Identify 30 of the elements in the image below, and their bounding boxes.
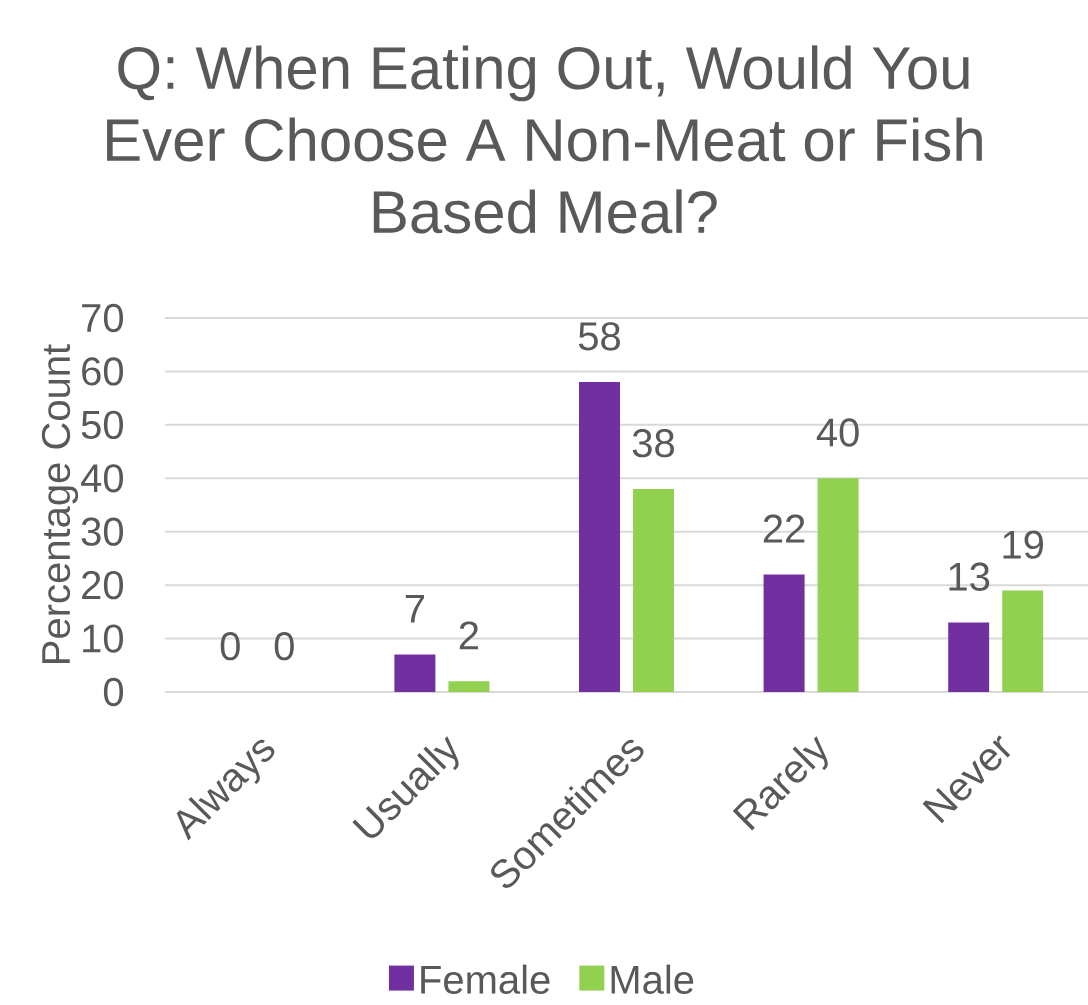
y-tick-label: 40 [81, 464, 124, 493]
y-tick-label: 70 [82, 303, 124, 333]
data-label: 58 [578, 322, 621, 351]
bar [579, 382, 620, 692]
bar [948, 622, 990, 692]
legend-label: Female [421, 964, 550, 994]
bar [817, 478, 859, 692]
bar [632, 488, 674, 692]
data-label: 19 [1003, 530, 1044, 559]
y-tick-label: 10 [83, 624, 124, 653]
y-tick-label: 60 [82, 357, 124, 386]
data-label: 38 [632, 429, 674, 458]
data-label: 13 [949, 562, 990, 591]
bar [763, 574, 805, 692]
chart-title: Q: When Eating Out, Would You Ever Choose A Non-Meat or Fish Based Meal? [107, 45, 982, 234]
data-label: 7 [405, 595, 425, 623]
y-tick-label: 0 [103, 677, 124, 707]
data-label: 22 [763, 514, 805, 543]
y-tick-label: 20 [82, 570, 124, 600]
bar [394, 654, 436, 692]
data-label: 0 [220, 632, 240, 661]
data-label: 40 [816, 418, 859, 447]
data-label: 2 [459, 621, 479, 650]
y-axis-title: Percentage Count [41, 344, 79, 663]
legend-label: Male [611, 964, 694, 994]
bar [1002, 590, 1044, 692]
data-label: 0 [274, 632, 294, 661]
y-tick-label: 30 [81, 517, 124, 546]
bar [448, 681, 490, 692]
y-tick-label: 50 [81, 410, 124, 439]
